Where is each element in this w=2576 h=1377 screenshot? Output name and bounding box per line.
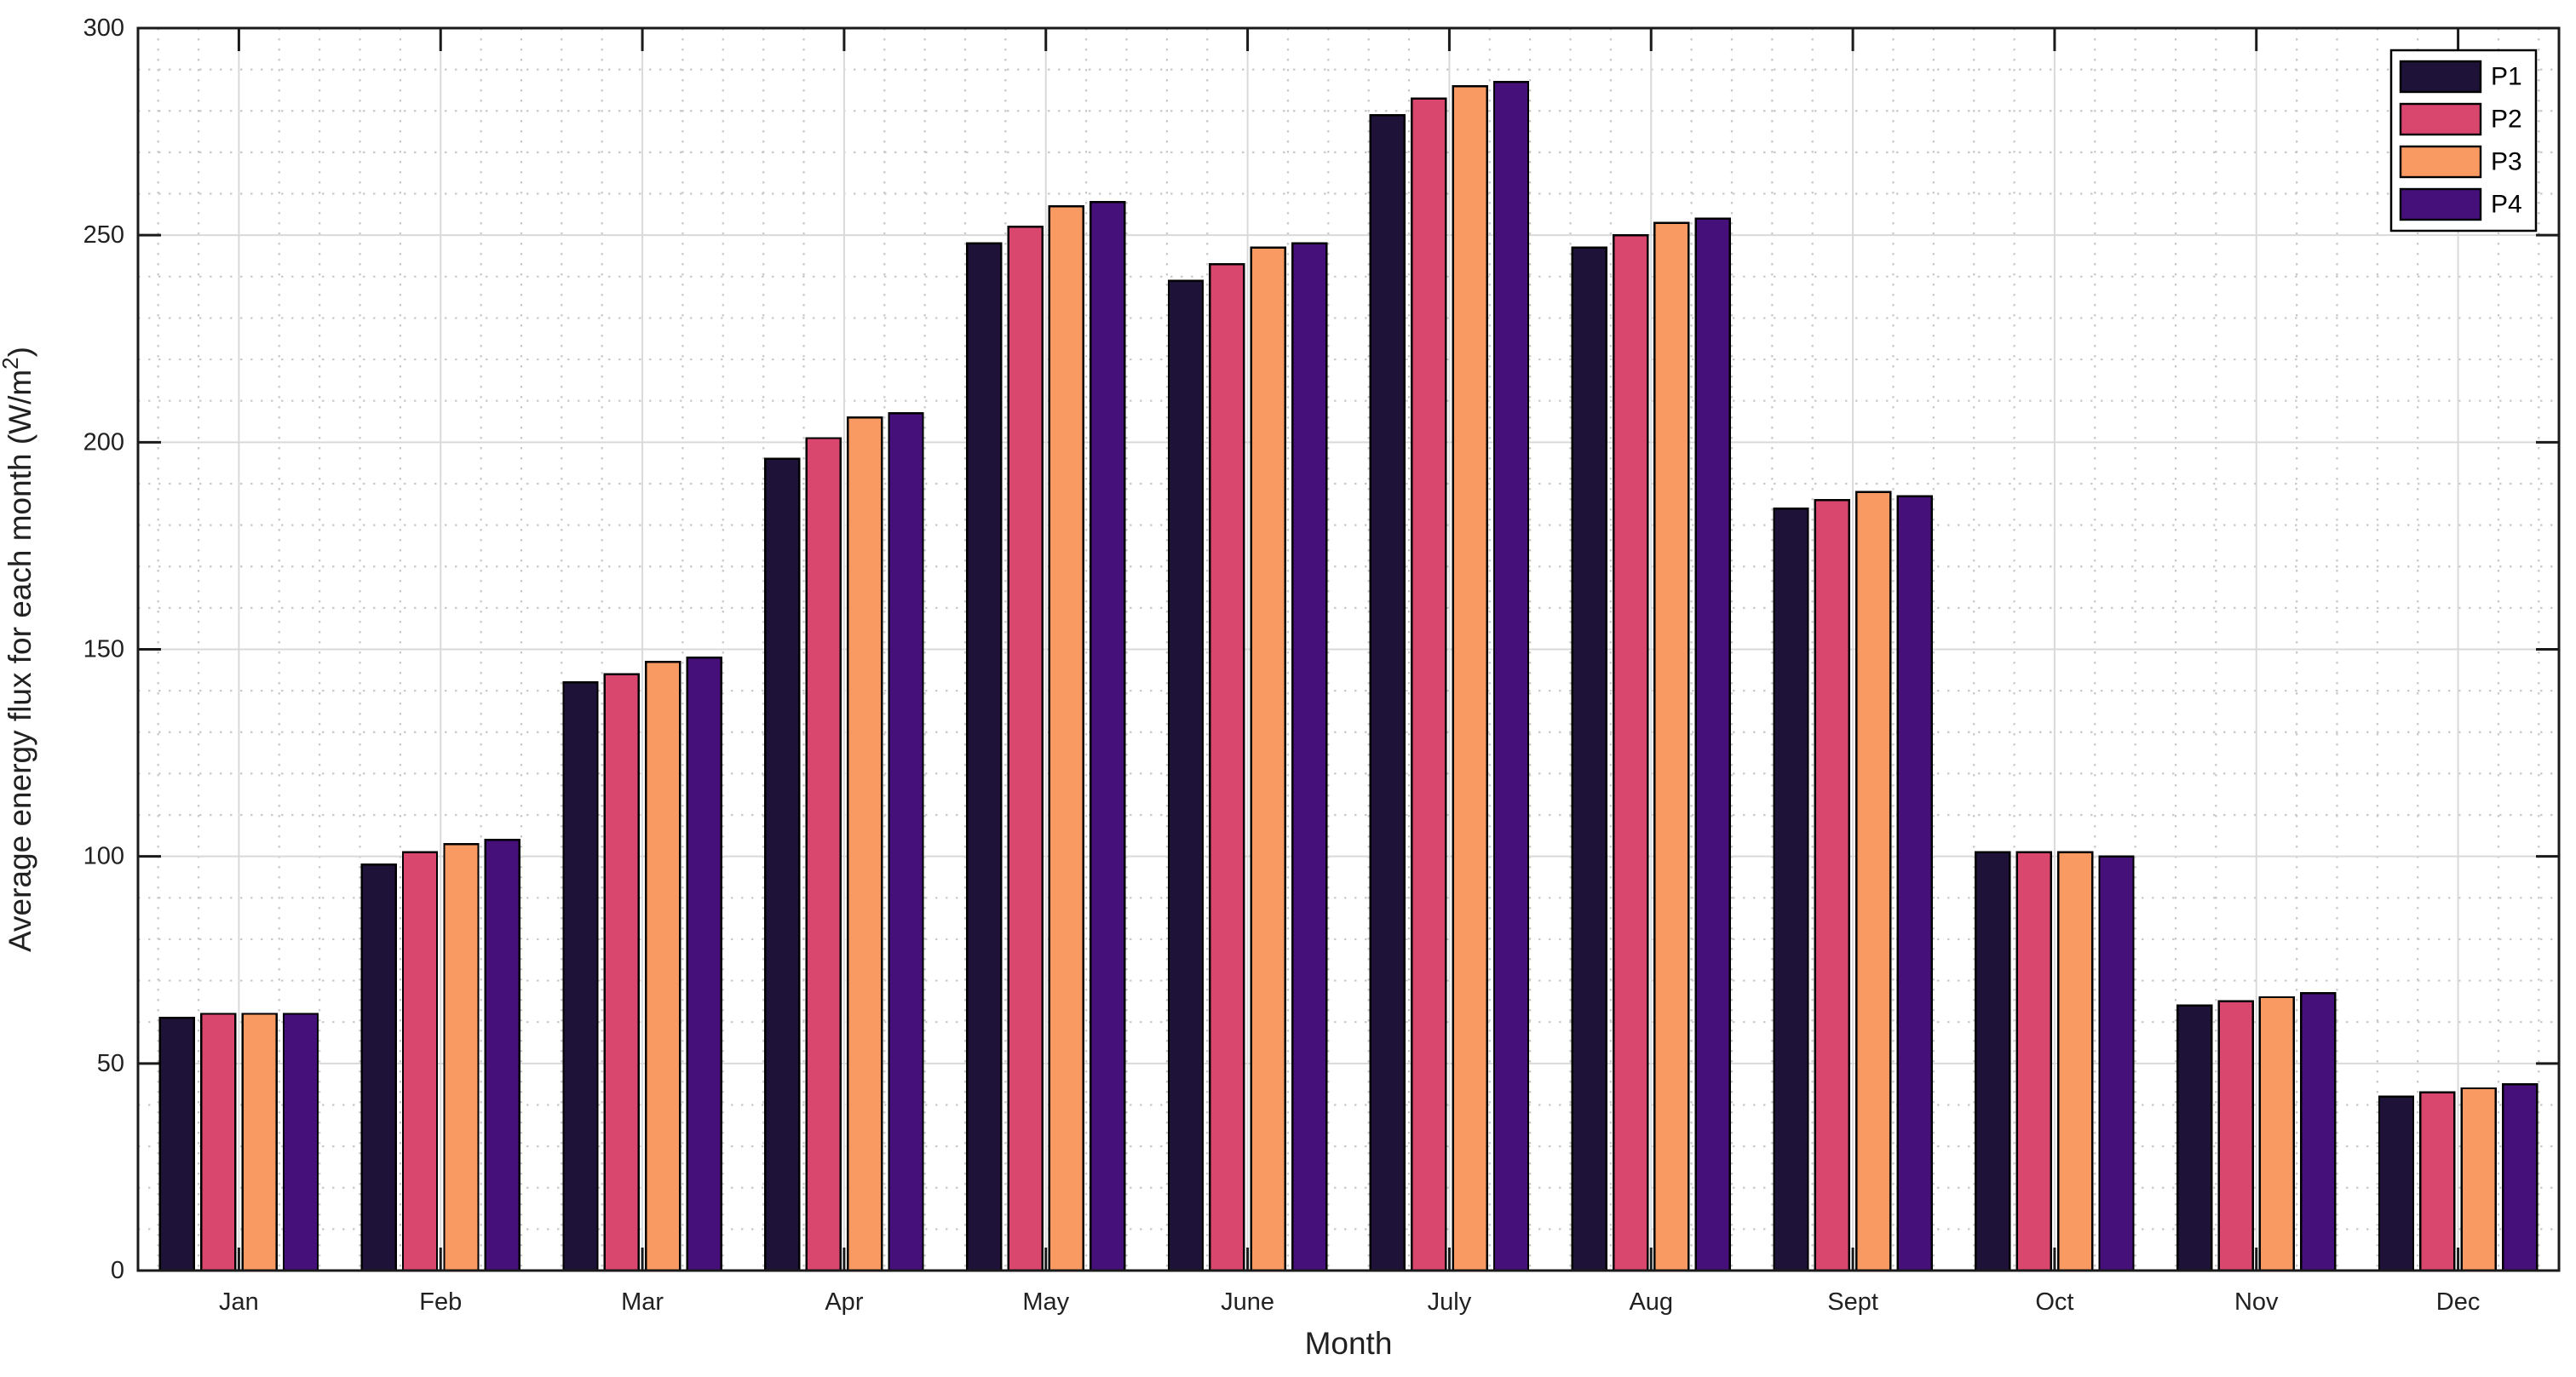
legend-label: P3 [2491,148,2522,176]
bar-P3-June [1250,246,1286,1272]
y-axis-tick-labels: 0 50 100 150 200 250 300 [83,14,124,1284]
axis-tick-marks [138,26,2559,1272]
bar-P4-Sept [1896,495,1933,1272]
bar-P3-Aug [1653,221,1690,1272]
y-tick-label: 150 [83,636,124,663]
bar-P4-June [1291,242,1328,1272]
bar-P4-May [1090,201,1126,1272]
bar-P4-July [1492,81,1530,1272]
x-tick-label: Apr [825,1288,863,1316]
bar-P1-Apr [764,457,801,1272]
bar-P1-Sept [1773,507,1809,1272]
bar-P2-July [1411,97,1447,1272]
x-tick-label: July [1428,1288,1472,1316]
y-axis-title-superscript: 2 [0,357,23,369]
bar-P1-Nov [2176,1004,2213,1272]
bar-series-P4 [282,81,2539,1272]
bar-P2-May [1007,226,1044,1272]
y-axis-title: Average energy flux for each month (W/m2… [0,347,37,952]
y-axis-title-text: Average energy flux for each month (W/m [3,370,37,952]
bar-P2-Dec [2419,1091,2456,1272]
bar-P1-Oct [1975,851,2011,1272]
bar-P3-Dec [2460,1087,2497,1272]
x-tick-label: Jan [219,1288,259,1316]
x-tick-label: Aug [1629,1288,1673,1316]
bar-P3-Feb [443,842,480,1272]
y-tick-label: 100 [83,843,124,870]
bar-P3-Nov [2258,995,2296,1272]
legend-label: P4 [2491,191,2522,219]
y-tick-label: 200 [83,428,124,456]
bar-P4-Oct [2098,855,2135,1272]
bar-P2-Sept [1814,499,1851,1272]
y-tick-label: 50 [97,1050,124,1077]
x-axis-tick-labels: Jan Feb Mar Apr May June July Aug Sept Oct Nov Dec [219,1288,2480,1316]
major-gridlines [138,28,2559,1271]
bar-P4-Aug [1694,217,1732,1272]
y-tick-label: 300 [83,14,124,42]
bar-P2-Jan [200,1013,237,1272]
bar-P4-Apr [888,412,924,1272]
x-tick-label: Nov [2234,1288,2279,1316]
y-tick-label: 0 [111,1257,124,1284]
bar-P1-June [1167,279,1205,1272]
bar-P1-July [1369,113,1406,1272]
plot-border [136,26,2561,1272]
bar-P1-Feb [360,863,397,1272]
bar-P3-Sept [1855,491,1892,1272]
bar-series-P2 [200,97,2456,1272]
bar-P4-Dec [2501,1082,2539,1272]
bar-P3-Mar [645,660,681,1272]
x-tick-label: Oct [2035,1288,2073,1316]
bar-series-P1 [158,113,2415,1272]
x-tick-label: Feb [419,1288,462,1316]
bar-P3-Apr [846,416,883,1272]
bar-P3-July [1452,84,1488,1272]
legend-swatch-P3 [2399,145,2482,179]
bar-P2-Aug [1612,233,1649,1272]
bar-P2-Feb [401,851,439,1272]
bar-P4-Nov [2300,991,2337,1272]
bar-P3-May [1048,204,1085,1272]
bar-P1-Mar [562,681,599,1272]
bar-P1-Jan [158,1017,196,1272]
legend: P1 P2 P3 P4 [2389,49,2538,232]
bar-P2-Nov [2217,1000,2254,1272]
bar-P4-Mar [686,657,722,1272]
x-axis-title: Month [1305,1326,1393,1361]
legend-swatch-P1 [2399,60,2482,94]
bar-P2-Apr [805,437,842,1272]
x-tick-label: June [1221,1288,1274,1316]
legend-label: P2 [2491,106,2522,134]
bar-P2-Mar [603,673,641,1272]
x-tick-label: Sept [1827,1288,1878,1316]
bar-P3-Oct [2056,851,2094,1272]
bar-P1-Aug [1571,246,1607,1272]
x-tick-label: May [1022,1288,1069,1316]
bar-P2-Oct [2015,851,2052,1272]
legend-label: P1 [2491,63,2522,91]
bar-P2-June [1209,263,1245,1272]
y-tick-label: 250 [83,221,124,249]
bar-P4-Feb [484,839,521,1272]
legend-swatch-P4 [2399,187,2482,221]
bar-P1-May [965,242,1003,1272]
bar-P1-Dec [2378,1095,2415,1272]
legend-swatch-P2 [2399,102,2482,136]
bar-P3-Jan [241,1013,278,1272]
x-tick-label: Mar [621,1288,664,1316]
bar-P4-Jan [282,1013,319,1272]
y-axis-title-close: ) [3,347,37,357]
x-tick-label: Dec [2436,1288,2481,1316]
bar-series-P3 [241,84,2497,1272]
